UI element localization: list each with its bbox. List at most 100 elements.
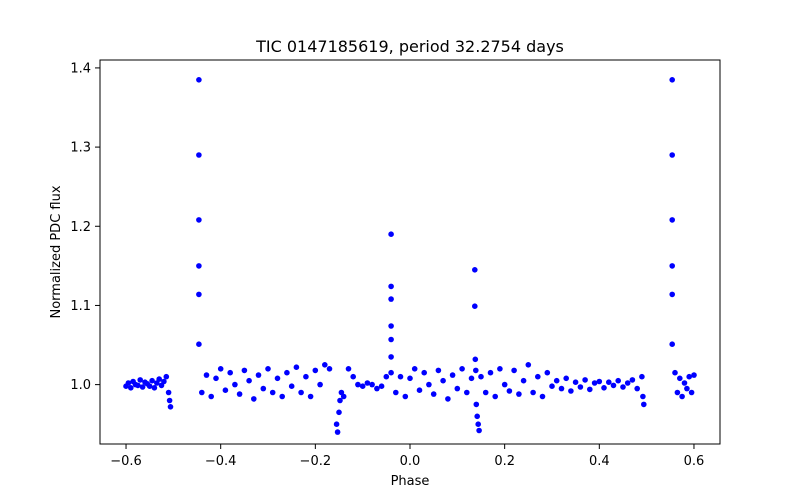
- data-point: [163, 373, 170, 380]
- data-point: [596, 378, 603, 385]
- data-point: [269, 389, 276, 396]
- data-point: [669, 217, 675, 223]
- data-point: [549, 383, 555, 390]
- data-point: [430, 391, 437, 397]
- data-point: [284, 369, 290, 376]
- data-point: [539, 393, 546, 400]
- data-point: [125, 380, 132, 386]
- x-axis-label: Phase: [391, 474, 430, 489]
- data-point: [156, 376, 162, 382]
- data-point: [196, 291, 202, 298]
- data-point: [388, 231, 394, 237]
- data-point: [610, 382, 617, 389]
- data-point: [476, 427, 482, 434]
- data-point: [473, 401, 480, 408]
- data-point: [553, 377, 560, 384]
- data-point: [497, 366, 503, 372]
- data-points: [123, 77, 697, 435]
- data-point: [161, 378, 167, 385]
- data-point: [684, 385, 690, 392]
- data-point: [669, 341, 675, 348]
- x-tick-label: −0.4: [205, 454, 237, 469]
- data-point: [506, 388, 513, 394]
- x-tick-label: −0.6: [110, 454, 142, 469]
- data-point: [572, 379, 579, 386]
- data-point: [388, 336, 394, 343]
- data-point: [203, 372, 210, 378]
- data-point: [227, 369, 233, 376]
- data-point: [388, 369, 394, 376]
- x-tick-label: 0.6: [684, 454, 705, 469]
- data-point: [166, 397, 173, 404]
- data-point: [615, 377, 621, 384]
- data-point: [333, 421, 340, 428]
- y-axis-label: Normalized PDC flux: [49, 185, 64, 318]
- data-point: [388, 283, 394, 290]
- data-point: [364, 380, 371, 386]
- data-point: [139, 384, 146, 390]
- y-tick-label: 1.4: [70, 61, 91, 76]
- data-point: [530, 389, 536, 396]
- data-point: [355, 381, 361, 388]
- data-point: [568, 388, 574, 394]
- data-point: [388, 354, 394, 360]
- data-point: [681, 380, 688, 386]
- data-point: [369, 381, 375, 388]
- data-point: [464, 389, 470, 396]
- y-axis: 1.0 1.1 1.2 1.3 1.4: [70, 61, 100, 393]
- data-point: [669, 291, 675, 298]
- data-point: [246, 377, 252, 384]
- data-point: [440, 377, 446, 384]
- data-point: [535, 373, 541, 380]
- data-point: [472, 356, 479, 363]
- data-point: [620, 384, 626, 390]
- data-point: [402, 393, 409, 400]
- data-point: [334, 429, 341, 435]
- data-point: [629, 377, 636, 383]
- data-point: [274, 375, 281, 382]
- data-point: [260, 385, 267, 392]
- data-point: [634, 385, 640, 392]
- x-tick-label: −0.2: [300, 454, 332, 469]
- data-point: [474, 413, 481, 420]
- data-point: [468, 375, 475, 382]
- y-tick-label: 1.0: [70, 378, 91, 393]
- data-point: [196, 77, 202, 83]
- data-point: [146, 383, 153, 390]
- data-point: [135, 382, 141, 389]
- data-point: [165, 389, 172, 396]
- data-point: [232, 381, 238, 388]
- data-point: [350, 373, 357, 380]
- y-tick-label: 1.1: [70, 299, 91, 314]
- data-point: [137, 377, 143, 383]
- data-point: [459, 366, 465, 372]
- data-point: [472, 303, 478, 310]
- data-point: [383, 373, 390, 380]
- data-point: [326, 366, 333, 372]
- data-point: [672, 369, 678, 376]
- data-point: [587, 386, 593, 393]
- data-point: [688, 389, 695, 396]
- data-point: [591, 380, 598, 386]
- data-point: [435, 367, 442, 374]
- data-point: [236, 391, 243, 397]
- data-point: [501, 381, 508, 388]
- data-point: [397, 373, 404, 380]
- data-point: [298, 389, 304, 396]
- data-point: [222, 387, 229, 394]
- data-point: [196, 217, 202, 223]
- data-point: [128, 385, 134, 391]
- y-tick-label: 1.3: [70, 141, 91, 156]
- data-point: [492, 393, 499, 400]
- data-point: [251, 396, 257, 402]
- chart-title: TIC 0147185619, period 32.2754 days: [255, 37, 564, 56]
- x-axis: −0.6 −0.4 −0.2 0.0 0.2 0.4 0.6: [110, 444, 704, 469]
- data-point: [337, 397, 343, 404]
- data-point: [601, 385, 607, 391]
- data-point: [255, 372, 262, 378]
- data-point: [640, 393, 646, 400]
- data-point: [279, 393, 286, 400]
- data-point: [208, 393, 214, 400]
- data-point: [388, 323, 394, 329]
